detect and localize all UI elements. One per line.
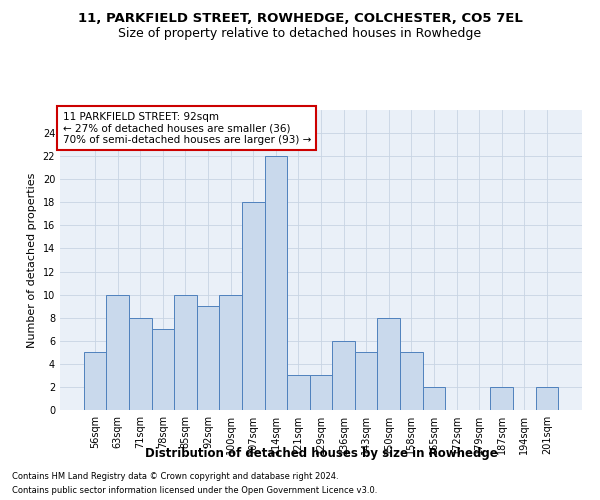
Bar: [536, 387, 558, 410]
Bar: [400, 352, 422, 410]
Text: 11, PARKFIELD STREET, ROWHEDGE, COLCHESTER, CO5 7EL: 11, PARKFIELD STREET, ROWHEDGE, COLCHEST…: [77, 12, 523, 26]
Bar: [174, 294, 197, 410]
Bar: [490, 387, 513, 410]
Text: Contains HM Land Registry data © Crown copyright and database right 2024.: Contains HM Land Registry data © Crown c…: [12, 472, 338, 481]
Bar: [129, 318, 152, 410]
Bar: [106, 294, 129, 410]
Bar: [377, 318, 400, 410]
Text: 11 PARKFIELD STREET: 92sqm
← 27% of detached houses are smaller (36)
70% of semi: 11 PARKFIELD STREET: 92sqm ← 27% of deta…: [62, 112, 311, 144]
Text: Contains public sector information licensed under the Open Government Licence v3: Contains public sector information licen…: [12, 486, 377, 495]
Bar: [220, 294, 242, 410]
Bar: [265, 156, 287, 410]
Text: Size of property relative to detached houses in Rowhedge: Size of property relative to detached ho…: [118, 28, 482, 40]
Bar: [197, 306, 220, 410]
Bar: [84, 352, 106, 410]
Bar: [242, 202, 265, 410]
Bar: [332, 341, 355, 410]
Text: Distribution of detached houses by size in Rowhedge: Distribution of detached houses by size …: [145, 448, 497, 460]
Bar: [422, 387, 445, 410]
Bar: [310, 376, 332, 410]
Y-axis label: Number of detached properties: Number of detached properties: [27, 172, 37, 348]
Bar: [287, 376, 310, 410]
Bar: [152, 329, 174, 410]
Bar: [355, 352, 377, 410]
